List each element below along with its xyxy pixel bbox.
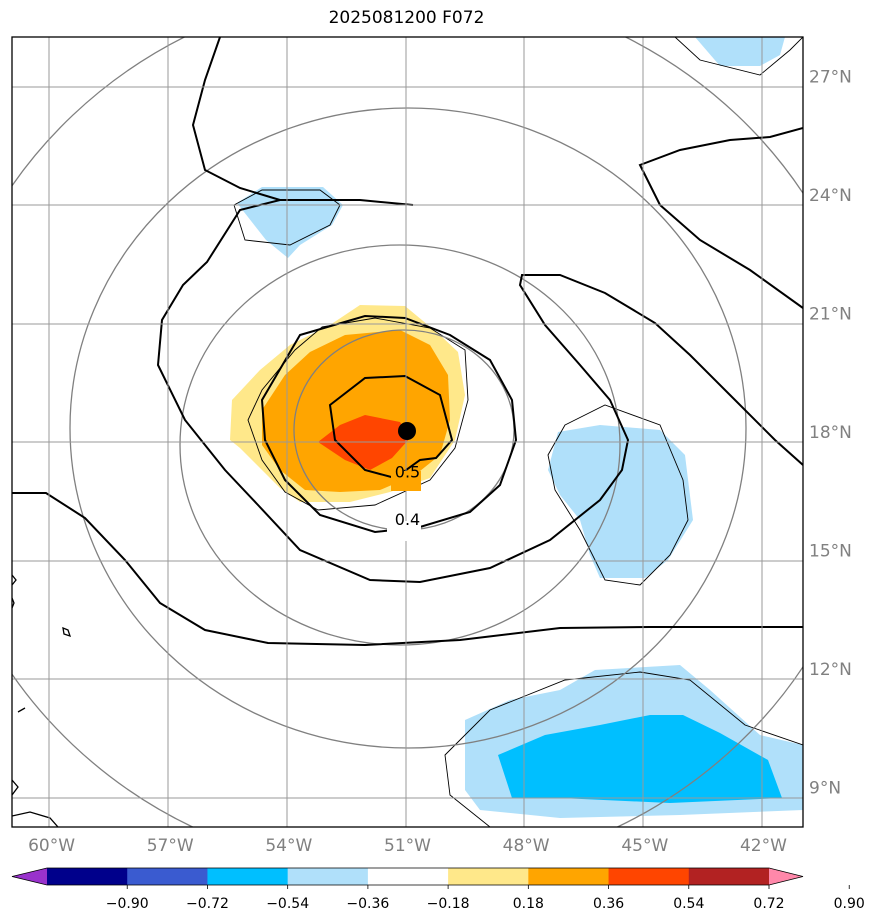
thin-contour xyxy=(444,671,803,827)
bold-contour-inner-ring xyxy=(156,199,803,584)
bold-contour-0.4 xyxy=(260,314,518,534)
colorbar-extend-left xyxy=(12,868,47,885)
contour-label-0.5: 0.5 xyxy=(395,463,420,482)
map-frame xyxy=(11,36,804,828)
colorbar-segment xyxy=(448,868,529,885)
colorbar-extend-right xyxy=(769,868,803,885)
storm-center-marker xyxy=(398,422,416,440)
plot-title: 2025081200 F072 xyxy=(328,8,485,28)
negative-anomaly-medium-se xyxy=(498,715,782,803)
colorbar-tick-label: −0.90 xyxy=(106,896,149,912)
coastlines xyxy=(12,574,72,827)
colorbar-segment xyxy=(287,868,369,885)
thin-contours xyxy=(233,37,803,827)
bold-contour-outer xyxy=(12,492,803,647)
thin-contour xyxy=(233,189,341,246)
longitude-label: 45°W xyxy=(621,836,668,856)
coastline xyxy=(12,779,19,796)
contour-label-bg xyxy=(391,471,421,491)
bold-contours xyxy=(12,37,803,647)
colorbar-segment xyxy=(608,868,690,885)
coastline xyxy=(12,597,15,609)
negative-anomaly-light-e xyxy=(548,425,693,578)
colorbar-tick-label: 0.18 xyxy=(513,896,544,912)
colorbar-tick-label: −0.18 xyxy=(427,896,470,912)
latitude-label: 18°N xyxy=(809,423,852,443)
bold-contour-0.5 xyxy=(328,374,454,480)
colorbar: −0.90 −0.72 −0.54 −0.36 −0.18 0.18 0.36 0.54 0.7… xyxy=(11,867,865,912)
colorbar-tick-label: −0.54 xyxy=(266,896,309,912)
colorbar-segment xyxy=(207,868,289,885)
latitude-label: 15°N xyxy=(809,542,852,562)
coastline xyxy=(12,574,17,586)
latitude-label: 21°N xyxy=(809,305,852,325)
bold-contour-outer xyxy=(638,127,803,309)
thin-contour xyxy=(547,404,689,586)
longitude-label: 42°W xyxy=(740,836,787,856)
gridlines xyxy=(12,37,803,827)
colorbar-tick-label: 0.36 xyxy=(593,896,624,912)
longitude-label: 54°W xyxy=(265,836,312,856)
colorbar-outline xyxy=(11,867,804,886)
longitude-labels: 60°W 57°W 54°W 51°W 48°W 45°W 42°W xyxy=(28,836,787,856)
thin-contour xyxy=(674,37,803,76)
longitude-label: 51°W xyxy=(384,836,431,856)
colorbar-tick-label: −0.72 xyxy=(186,896,229,912)
positive-anomaly-medium xyxy=(262,330,450,492)
gray-ring xyxy=(179,244,621,646)
coastline xyxy=(17,707,26,713)
latitude-labels: 9°N 12°N 15°N 18°N 21°N 24°N 27°N xyxy=(809,68,852,799)
colorbar-tick-label: −0.36 xyxy=(346,896,389,912)
contour-labels: 0.5 0.4 xyxy=(387,463,421,541)
colorbar-tick-label: 0.90 xyxy=(834,896,865,912)
gray-ring xyxy=(69,107,747,749)
longitude-label: 48°W xyxy=(503,836,550,856)
colorbar-segment xyxy=(47,868,128,885)
colorbar-segment xyxy=(528,868,610,885)
colorbar-tick-label: 0.54 xyxy=(673,896,704,912)
latitude-label: 12°N xyxy=(809,660,852,680)
colorbar-segment xyxy=(688,868,770,885)
map-content: 0.5 0.4 xyxy=(12,37,803,827)
colorbar-tick-label: 0.72 xyxy=(753,896,784,912)
longitude-label: 60°W xyxy=(28,836,75,856)
colorbar-segment xyxy=(127,868,208,885)
thin-contour xyxy=(247,317,469,511)
bold-contour-outer xyxy=(191,37,281,201)
contour-label-bg xyxy=(387,521,421,541)
latitude-label: 27°N xyxy=(809,68,852,88)
longitude-label: 57°W xyxy=(147,836,194,856)
coastline xyxy=(12,811,59,827)
coastline xyxy=(62,626,72,638)
latitude-label: 9°N xyxy=(809,779,841,799)
latitude-label: 24°N xyxy=(809,186,852,206)
contour-label-0.4: 0.4 xyxy=(395,510,420,529)
colorbar-segment xyxy=(367,868,449,885)
